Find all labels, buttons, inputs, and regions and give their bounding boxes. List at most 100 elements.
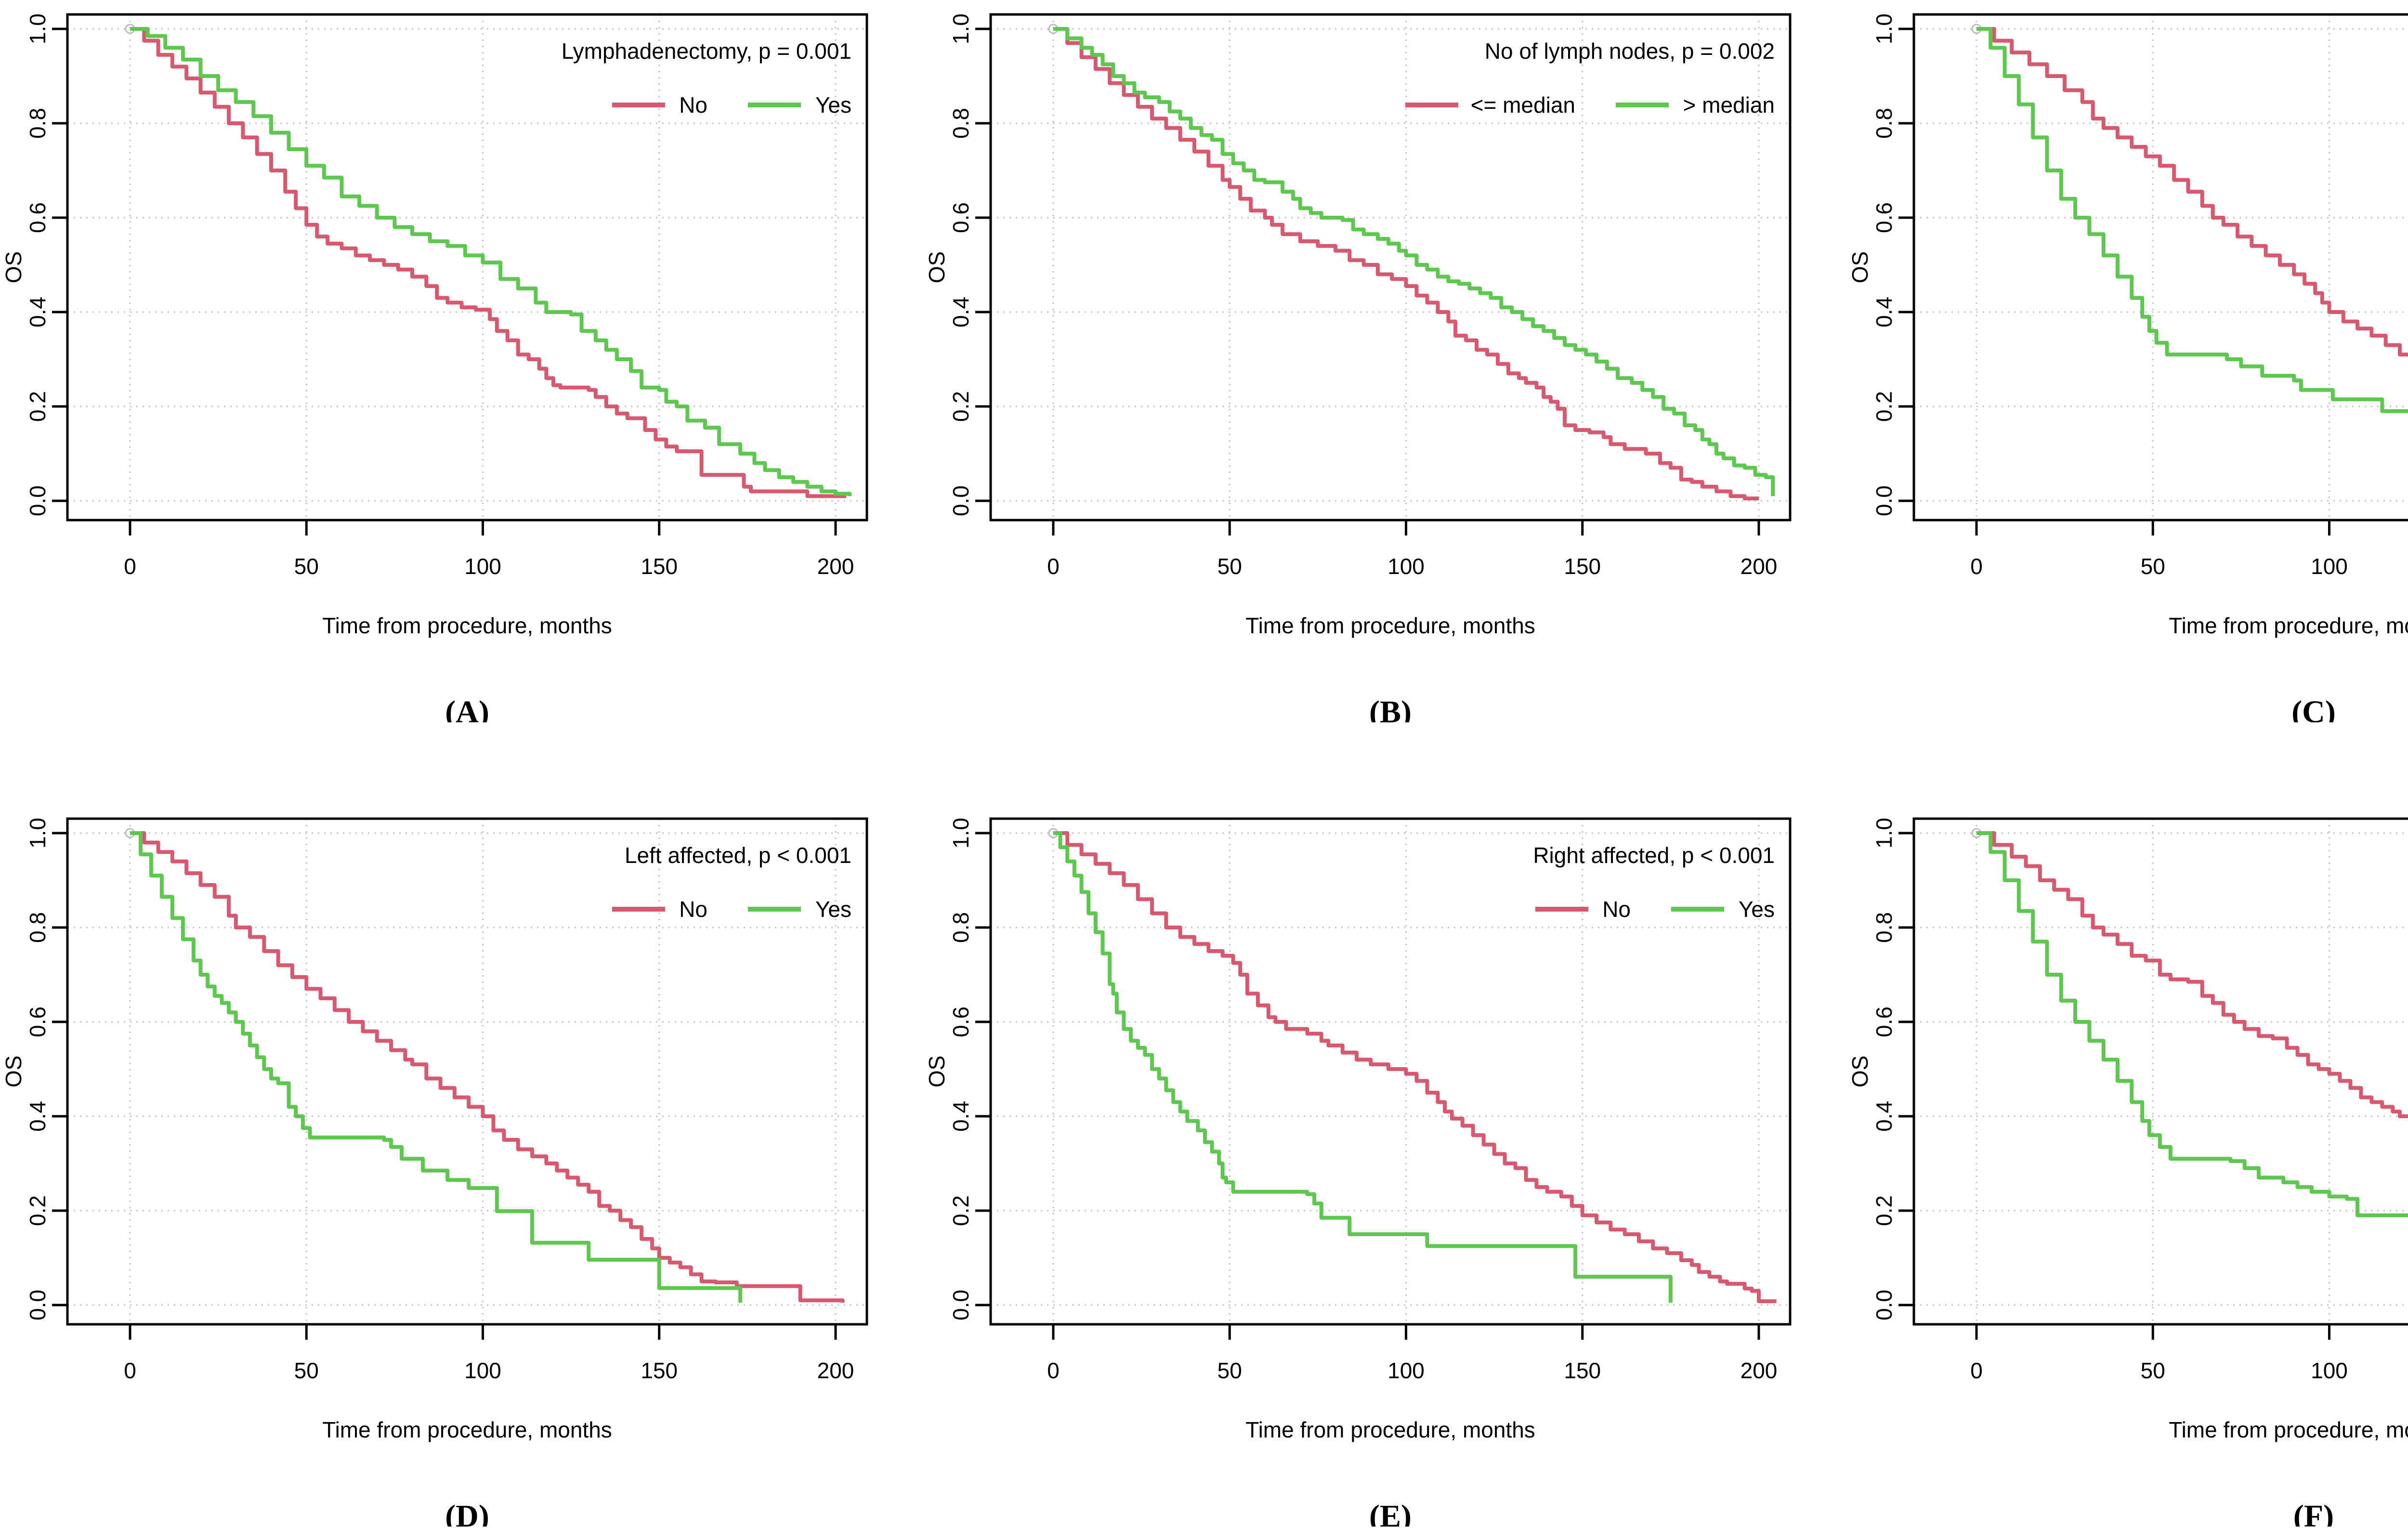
y-tick-label: 1.0 bbox=[1871, 13, 1897, 44]
x-tick-label: 0 bbox=[1970, 554, 1983, 579]
km-plot-b: 0 50 100 150 200 0.0 0.2 0.4 0.6 0.8 1.0 OS Time fro… bbox=[924, 13, 1792, 722]
km-plot-e: 0 50 100 150 200 0.0 0.2 0.4 0.6 0.8 1.0 OS Time fro… bbox=[924, 817, 1792, 1527]
x-tick-label: 100 bbox=[2311, 1358, 2348, 1383]
x-tick-label: 100 bbox=[1387, 1358, 1425, 1383]
km-curve-no bbox=[130, 831, 845, 1303]
x-axis-title: Time from procedure, months bbox=[1245, 613, 1535, 638]
x-tick-label: 200 bbox=[817, 554, 854, 579]
x-tick-label: 50 bbox=[2141, 1358, 2165, 1383]
y-tick-label: 0.0 bbox=[1871, 485, 1897, 516]
y-tick-label: 0.6 bbox=[948, 1006, 973, 1037]
y-tick-label: 0.8 bbox=[25, 912, 50, 943]
y-tick-label: 0.2 bbox=[25, 1195, 50, 1226]
legend-item-label: No bbox=[1602, 897, 1631, 922]
km-curve-no bbox=[1053, 831, 1777, 1304]
y-tick-label: 1.0 bbox=[1871, 818, 1897, 849]
x-tick-label: 100 bbox=[464, 1358, 501, 1383]
panel-a: 0 50 100 150 200 0.0 0.2 0.4 0.6 0.8 1.0 OS Time fro… bbox=[0, 0, 923, 722]
y-tick-label: 0.8 bbox=[948, 912, 973, 943]
legend-title: Left affected, p < 0.001 bbox=[625, 843, 851, 868]
x-tick-label: 200 bbox=[1741, 1358, 1778, 1383]
y-tick-label: 0.6 bbox=[948, 202, 973, 233]
km-curve-yes bbox=[1053, 831, 1673, 1303]
x-axis-title: Time from procedure, months bbox=[322, 613, 612, 638]
x-tick-label: 50 bbox=[2141, 554, 2165, 579]
y-tick-label: 0.8 bbox=[948, 108, 973, 139]
y-tick-label: 0.8 bbox=[25, 108, 50, 139]
km-curve-yes bbox=[130, 831, 743, 1303]
km-curve-yes bbox=[130, 27, 852, 496]
legend-item-label: Yes bbox=[815, 92, 851, 118]
legend-title: No of lymph nodes, p = 0.002 bbox=[1485, 39, 1775, 64]
y-tick-label: 0.6 bbox=[1871, 1006, 1897, 1037]
legend-item-label: <= median bbox=[1471, 92, 1575, 118]
panel-letter: (D) bbox=[445, 1499, 489, 1527]
y-tick-label: 1.0 bbox=[25, 818, 50, 849]
x-tick-label: 150 bbox=[641, 554, 678, 579]
panel-d: 0 50 100 150 200 0.0 0.2 0.4 0.6 0.8 1.0 OS Time fro… bbox=[0, 804, 923, 1527]
x-tick-label: 150 bbox=[1564, 554, 1601, 579]
km-curve-no bbox=[1976, 27, 2408, 357]
x-tick-label: 0 bbox=[1047, 554, 1060, 579]
y-tick-label: 0.6 bbox=[25, 202, 50, 233]
x-tick-label: 0 bbox=[124, 554, 136, 579]
y-tick-label: 0.0 bbox=[948, 1290, 973, 1320]
legend-title: Right affected, p < 0.001 bbox=[1533, 843, 1775, 868]
km-plot-d: 0 50 100 150 200 0.0 0.2 0.4 0.6 0.8 1.0 OS Time fro… bbox=[1, 817, 868, 1527]
y-tick-label: 0.2 bbox=[1871, 1195, 1897, 1226]
y-axis-title: OS bbox=[1, 251, 26, 283]
y-tick-label: 0.2 bbox=[948, 1195, 973, 1226]
legend-title: Lymphadenectomy, p = 0.001 bbox=[562, 39, 851, 64]
x-tick-label: 0 bbox=[124, 1358, 136, 1383]
x-tick-label: 100 bbox=[1387, 554, 1425, 579]
y-tick-label: 0.6 bbox=[25, 1006, 50, 1037]
panel-letter: (F) bbox=[2293, 1499, 2334, 1527]
y-tick-label: 0.4 bbox=[25, 297, 50, 327]
panel-letter: (C) bbox=[2291, 694, 2336, 722]
panel-b: 0 50 100 150 200 0.0 0.2 0.4 0.6 0.8 1.0 OS Time fro… bbox=[923, 0, 1846, 722]
km-curve-yes bbox=[1976, 27, 2408, 413]
y-tick-label: 0.4 bbox=[948, 297, 973, 327]
y-tick-label: 0.0 bbox=[948, 485, 973, 516]
plot-box bbox=[989, 817, 1792, 1326]
y-axis-title: OS bbox=[1, 1056, 26, 1087]
y-tick-label: 1.0 bbox=[948, 818, 973, 849]
x-tick-label: 100 bbox=[2311, 554, 2348, 579]
x-axis-title: Time from procedure, months bbox=[1245, 1417, 1535, 1442]
y-tick-label: 0.4 bbox=[25, 1101, 50, 1132]
x-tick-label: 200 bbox=[817, 1358, 854, 1383]
y-axis-title: OS bbox=[1847, 251, 1872, 283]
x-tick-label: 50 bbox=[294, 554, 319, 579]
y-tick-label: 1.0 bbox=[948, 13, 973, 44]
x-tick-label: 50 bbox=[1217, 1358, 1242, 1383]
panel-e: 0 50 100 150 200 0.0 0.2 0.4 0.6 0.8 1.0 OS Time fro… bbox=[923, 804, 1846, 1527]
y-tick-label: 0.2 bbox=[25, 391, 50, 422]
x-tick-label: 50 bbox=[1217, 554, 1242, 579]
plot-box bbox=[66, 13, 868, 522]
km-plot-a: 0 50 100 150 200 0.0 0.2 0.4 0.6 0.8 1.0 OS Time fro… bbox=[1, 13, 868, 722]
plot-box bbox=[1912, 817, 2408, 1326]
legend-item-label: Yes bbox=[815, 897, 851, 922]
x-axis-title: Time from procedure, months bbox=[322, 1417, 612, 1442]
x-tick-label: 150 bbox=[1564, 1358, 1601, 1383]
y-tick-label: 1.0 bbox=[25, 13, 50, 44]
y-axis-title: OS bbox=[924, 251, 949, 283]
y-tick-label: 0.4 bbox=[1871, 1101, 1897, 1132]
km-curve-yes bbox=[1976, 831, 2408, 1217]
x-tick-label: 50 bbox=[294, 1358, 319, 1383]
km-curve--median bbox=[1053, 27, 1775, 496]
x-tick-label: 0 bbox=[1047, 1358, 1060, 1383]
y-tick-label: 0.2 bbox=[1871, 391, 1897, 422]
legend-item-label: Yes bbox=[1739, 897, 1775, 922]
km-curve-no bbox=[130, 27, 846, 498]
plot-box bbox=[1912, 13, 2408, 522]
y-tick-label: 0.8 bbox=[1871, 108, 1897, 139]
y-tick-label: 0.4 bbox=[1871, 297, 1897, 327]
km-curve-no bbox=[1976, 831, 2408, 1118]
y-tick-label: 0.0 bbox=[25, 485, 50, 516]
plot-box bbox=[989, 13, 1792, 522]
km-curve--median bbox=[1053, 27, 1759, 501]
y-tick-label: 0.4 bbox=[948, 1101, 973, 1132]
